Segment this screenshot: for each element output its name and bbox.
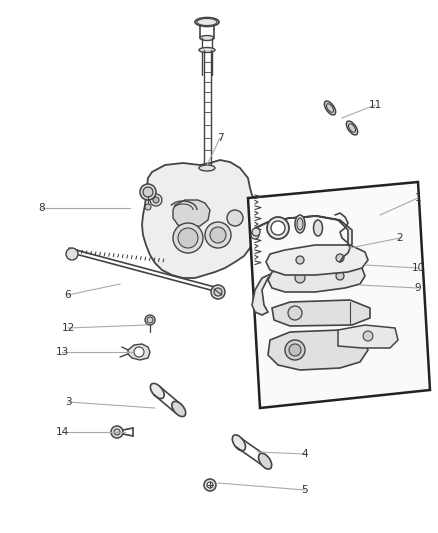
Circle shape (363, 331, 373, 341)
Ellipse shape (232, 435, 245, 451)
Circle shape (295, 273, 305, 283)
Circle shape (143, 187, 153, 197)
Text: 2: 2 (397, 233, 403, 243)
Polygon shape (268, 262, 365, 292)
Circle shape (145, 315, 155, 325)
Circle shape (288, 306, 302, 320)
Circle shape (114, 429, 120, 435)
Ellipse shape (297, 218, 303, 230)
Ellipse shape (200, 36, 214, 41)
Circle shape (267, 217, 289, 239)
Text: 8: 8 (39, 203, 45, 213)
Text: 10: 10 (411, 263, 424, 273)
Circle shape (285, 340, 305, 360)
Polygon shape (128, 344, 150, 360)
Polygon shape (338, 325, 398, 348)
Circle shape (173, 223, 203, 253)
Circle shape (271, 221, 285, 235)
Text: 1: 1 (415, 193, 421, 203)
Ellipse shape (346, 121, 358, 135)
Polygon shape (266, 245, 368, 275)
Circle shape (204, 479, 216, 491)
Circle shape (111, 426, 123, 438)
Ellipse shape (195, 18, 219, 27)
Circle shape (289, 344, 301, 356)
Ellipse shape (197, 19, 217, 26)
Circle shape (66, 248, 78, 260)
Text: 3: 3 (65, 397, 71, 407)
Ellipse shape (199, 47, 215, 52)
Ellipse shape (199, 165, 215, 171)
Circle shape (147, 317, 153, 323)
Ellipse shape (150, 383, 164, 399)
Circle shape (336, 272, 344, 280)
Ellipse shape (326, 103, 333, 112)
Ellipse shape (172, 401, 186, 417)
Circle shape (227, 210, 243, 226)
Circle shape (150, 194, 162, 206)
Ellipse shape (325, 101, 336, 115)
Circle shape (214, 288, 222, 296)
Text: 7: 7 (217, 133, 223, 143)
Text: 6: 6 (65, 290, 71, 300)
Text: 9: 9 (415, 283, 421, 293)
Polygon shape (248, 182, 430, 408)
Circle shape (207, 482, 213, 488)
Circle shape (210, 227, 226, 243)
Text: 5: 5 (302, 485, 308, 495)
Circle shape (140, 184, 156, 200)
Polygon shape (272, 300, 370, 326)
Text: 14: 14 (55, 427, 69, 437)
Text: 4: 4 (302, 449, 308, 459)
Circle shape (251, 231, 259, 239)
Ellipse shape (314, 220, 322, 236)
Circle shape (252, 228, 260, 236)
Circle shape (336, 254, 344, 262)
Circle shape (145, 204, 151, 210)
Text: 13: 13 (55, 347, 69, 357)
Circle shape (134, 347, 144, 357)
Text: 12: 12 (61, 323, 74, 333)
Ellipse shape (349, 124, 356, 132)
Polygon shape (173, 200, 210, 228)
Polygon shape (268, 330, 368, 370)
Ellipse shape (258, 453, 272, 469)
Polygon shape (252, 216, 352, 315)
Circle shape (153, 197, 159, 203)
Circle shape (178, 228, 198, 248)
Text: 11: 11 (368, 100, 381, 110)
Ellipse shape (295, 215, 305, 233)
Circle shape (205, 222, 231, 248)
Polygon shape (142, 160, 260, 278)
Circle shape (211, 285, 225, 299)
Circle shape (296, 256, 304, 264)
